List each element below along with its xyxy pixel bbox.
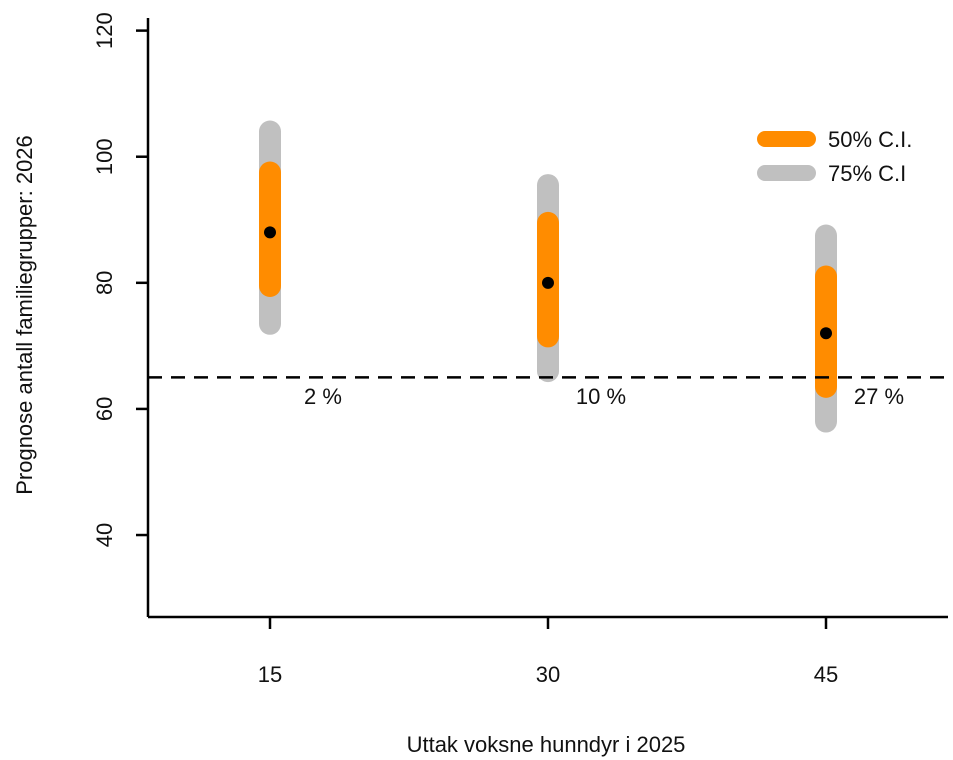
x-tick-label: 30 (536, 662, 560, 687)
median-point (542, 276, 554, 289)
legend-label: 50% C.I. (828, 127, 912, 152)
y-axis-title: Prognose antall familiegrupper: 2026 (12, 135, 37, 495)
x-tick-label: 45 (814, 662, 838, 687)
x-tick-label: 15 (258, 662, 282, 687)
median-point (820, 327, 832, 340)
y-tick-label: 120 (92, 12, 117, 49)
x-axis-title: Uttak voksne hunndyr i 2025 (407, 732, 686, 757)
y-tick-label: 60 (92, 397, 117, 421)
y-axis-ticks: 40 60 80 100 120 (92, 12, 148, 547)
legend: 50% C.I. 75% C.I (757, 127, 912, 186)
median-point (264, 226, 276, 239)
percent-labels: 2 % 10 % 27 % (304, 384, 904, 409)
y-tick-label: 40 (92, 523, 117, 547)
legend-label: 75% C.I (828, 161, 906, 186)
median-points (264, 226, 832, 340)
percent-label: 10 % (576, 384, 626, 409)
y-tick-label: 80 (92, 271, 117, 295)
y-tick-label: 100 (92, 138, 117, 175)
percent-label: 27 % (854, 384, 904, 409)
percent-label: 2 % (304, 384, 342, 409)
x-axis-ticks: 15 30 45 (258, 617, 838, 687)
